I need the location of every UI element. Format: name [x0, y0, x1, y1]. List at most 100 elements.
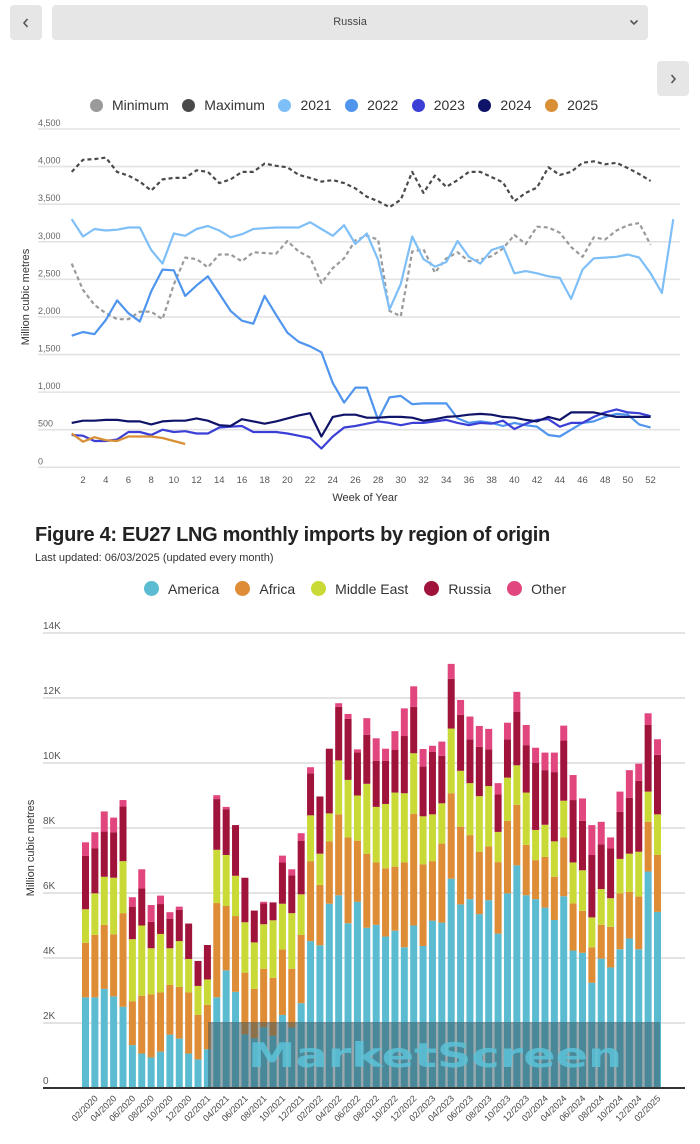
legend-label: Russia	[448, 580, 492, 597]
bar-stack	[363, 718, 371, 1088]
bar-segment-other	[363, 718, 371, 735]
legend-item-africa[interactable]: Africa	[235, 581, 295, 597]
previous-button[interactable]	[10, 5, 42, 40]
legend-item-2021[interactable]: 2021	[278, 97, 332, 113]
bar-segment-russia	[194, 960, 202, 986]
data-point	[126, 225, 131, 230]
region-select-dropdown[interactable]: Russia	[52, 5, 648, 40]
bar-stack	[447, 663, 455, 1088]
data-point	[183, 429, 188, 434]
data-point	[625, 410, 630, 415]
bar-stack	[522, 724, 530, 1088]
data-point	[637, 221, 642, 226]
data-point	[535, 185, 540, 190]
legend-item-2022[interactable]: 2022	[345, 97, 398, 113]
bar-segment-middle-east	[513, 765, 521, 805]
data-point	[410, 415, 415, 420]
data-point	[342, 400, 347, 405]
data-point	[603, 255, 608, 260]
data-point	[205, 169, 210, 174]
data-point	[432, 173, 437, 178]
bar-stack	[494, 783, 502, 1089]
data-point	[92, 435, 97, 440]
bar-stack	[513, 691, 521, 1089]
next-button[interactable]	[657, 61, 689, 96]
bar-segment-russia	[232, 825, 240, 876]
bar-segment-russia	[419, 766, 427, 817]
chevron-down-icon	[629, 19, 639, 26]
data-point	[285, 239, 290, 244]
legend-item-maximum[interactable]: Maximum	[182, 97, 265, 113]
chevron-right-icon	[670, 73, 677, 84]
bar-stack	[203, 945, 211, 1088]
bar-stack	[128, 897, 136, 1088]
data-point	[194, 416, 199, 421]
x-tick-label: 8	[149, 475, 154, 486]
data-point	[330, 233, 335, 238]
data-point	[557, 230, 562, 235]
bar-segment-africa	[382, 868, 390, 937]
legend-swatch-icon	[411, 98, 425, 112]
bar-segment-africa	[522, 844, 530, 896]
bar-segment-africa	[457, 826, 465, 905]
legend-item-2025[interactable]: 2025	[545, 97, 598, 113]
legend-item-russia[interactable]: Russia	[424, 581, 491, 597]
series-line-2023	[71, 408, 651, 450]
data-point	[137, 430, 142, 435]
bar-segment-russia	[625, 797, 633, 854]
legend-item-2023[interactable]: 2023	[411, 97, 465, 113]
data-point	[512, 271, 517, 276]
legend-item-2024[interactable]: 2024	[478, 97, 532, 113]
data-point	[523, 269, 528, 274]
data-point	[387, 395, 392, 400]
bar-segment-russia	[578, 820, 586, 871]
legend-item-other[interactable]: Other	[507, 581, 566, 597]
bar-segment-russia	[400, 736, 408, 794]
data-point	[455, 414, 460, 419]
legend-item-minimum[interactable]: Minimum	[90, 97, 169, 113]
bar-segment-america	[372, 924, 380, 1088]
data-point	[648, 178, 653, 183]
line-chart-legend: Minimum Maximum 2021 2022 2023 2024 2025	[90, 97, 612, 113]
legend-swatch-icon	[478, 98, 492, 112]
bar-segment-africa	[532, 860, 540, 900]
data-point	[205, 418, 210, 423]
bar-segment-middle-east	[532, 829, 540, 861]
legend-swatch-icon	[345, 98, 359, 112]
data-point	[444, 401, 449, 406]
data-point	[489, 421, 494, 426]
x-axis-ticks: 2 4 6 8 10 12 14 16 18 20 22 24 26 28 30 32 34 36 38 40 42 44…	[80, 475, 655, 486]
bar-segment-other	[157, 895, 165, 905]
bar-stack	[110, 817, 118, 1088]
data-point	[398, 197, 403, 202]
data-point	[81, 234, 86, 239]
data-point	[648, 425, 653, 430]
bar-segment-middle-east	[203, 979, 211, 1005]
data-point	[285, 225, 290, 230]
data-point	[410, 234, 415, 239]
data-point	[625, 166, 630, 171]
bar-stack	[119, 800, 127, 1088]
bar-segment-other	[213, 795, 221, 800]
data-point	[239, 318, 244, 323]
bar-segment-middle-east	[194, 985, 202, 1015]
bar-segment-america	[569, 950, 577, 1088]
bar-segment-africa	[166, 984, 174, 1035]
bar-segment-africa	[82, 942, 89, 998]
data-point	[251, 321, 256, 326]
bar-segment-america	[550, 919, 558, 1088]
bar-segment-other	[410, 686, 418, 707]
bar-segment-america	[503, 893, 511, 1088]
bar-segment-other	[560, 725, 568, 741]
data-point	[580, 160, 585, 165]
bar-stack	[372, 738, 380, 1088]
legend-item-america[interactable]: America	[144, 581, 219, 597]
bar-stack	[82, 842, 89, 1088]
bar-segment-russia	[457, 714, 465, 771]
bar-stack	[419, 749, 427, 1088]
bar-segment-middle-east	[166, 948, 174, 985]
data-point	[149, 289, 154, 294]
data-point	[580, 420, 585, 425]
data-point	[274, 225, 279, 230]
legend-item-middle-east[interactable]: Middle East	[311, 581, 408, 597]
